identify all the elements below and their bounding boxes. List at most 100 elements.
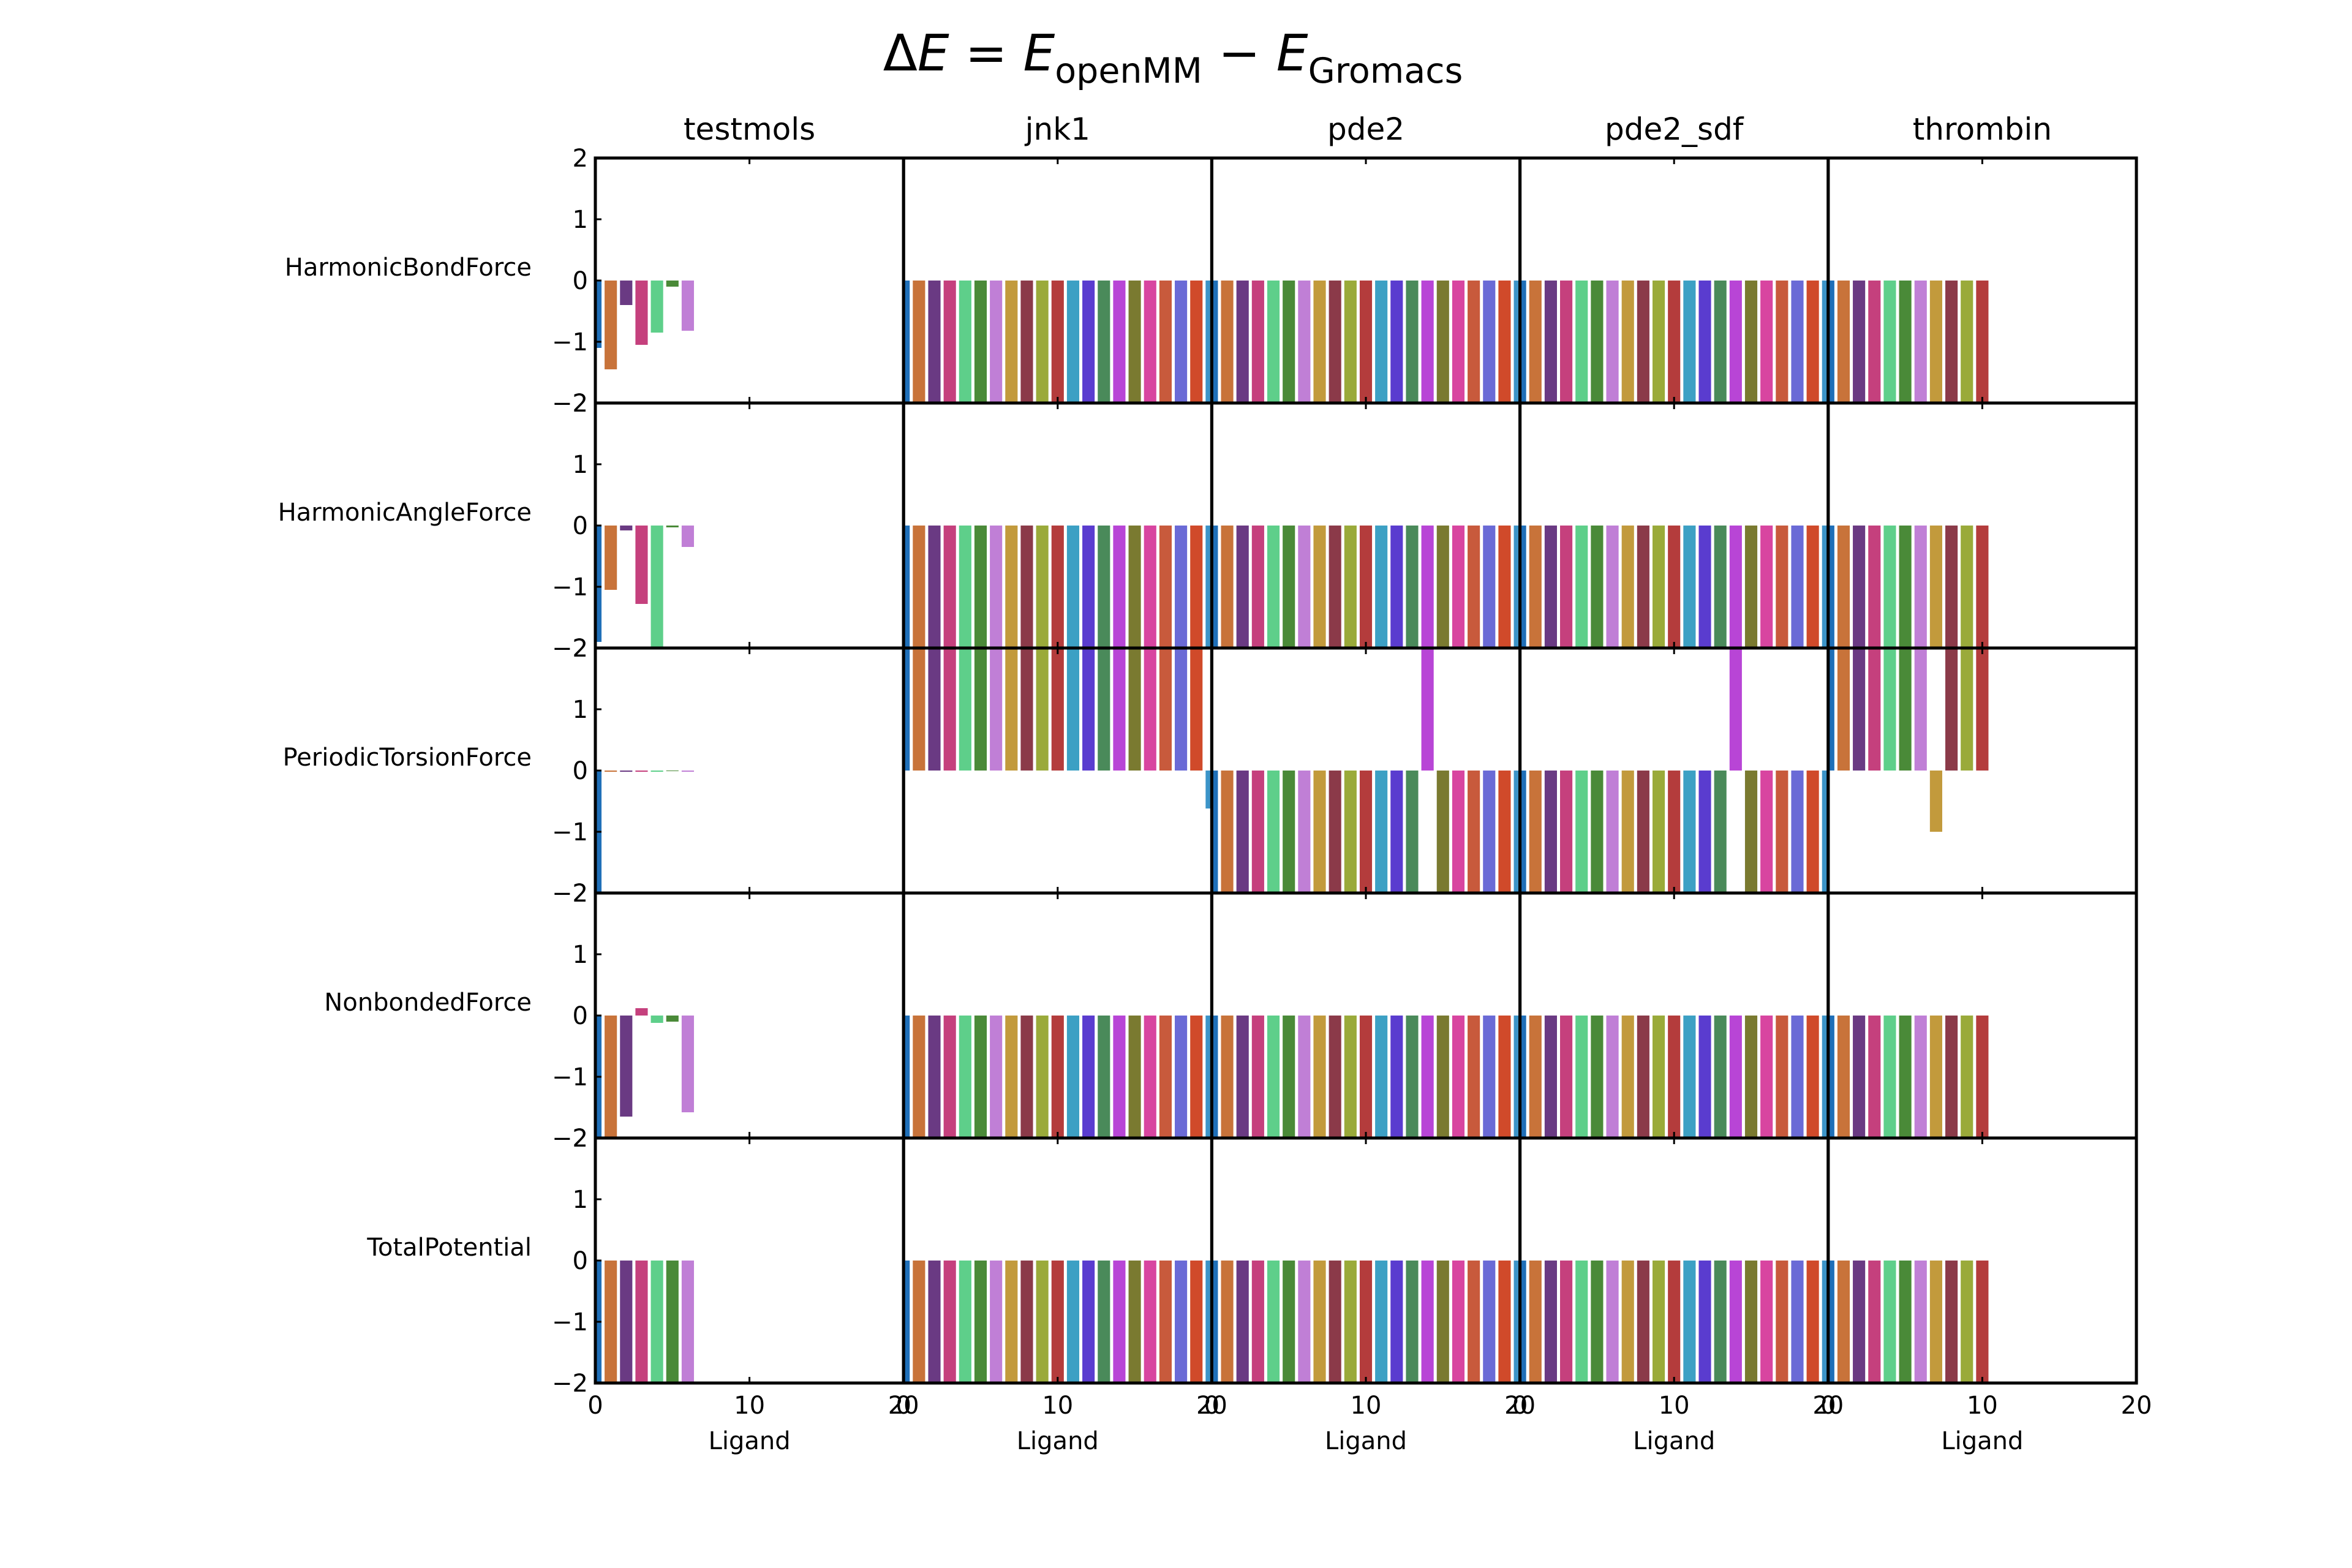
bar-jnk1-3 <box>943 1261 956 1383</box>
bar-jnk1-6 <box>990 281 1003 403</box>
bar-jnk1-18 <box>1175 1261 1188 1383</box>
bar-jnk1-5 <box>974 1016 987 1138</box>
y-tick-label: −2 <box>552 635 588 663</box>
figure-title: ΔE = EopenMM − EGromacs <box>883 24 1463 91</box>
bar-pde2-17 <box>1468 526 1480 648</box>
bar-pde2_sdf-1 <box>1529 281 1542 403</box>
bar-testmols-6 <box>681 281 695 331</box>
bar-pde2-13 <box>1406 281 1419 403</box>
bar-pde2-8 <box>1329 281 1341 403</box>
bar-pde2-17 <box>1468 1016 1480 1138</box>
bar-pde2_sdf-3 <box>1560 1261 1573 1383</box>
bar-pde2-1 <box>1221 281 1234 403</box>
bar-pde2-8 <box>1329 1016 1341 1138</box>
x-tick-label: 20 <box>1812 1392 1844 1420</box>
bar-jnk1-7 <box>1005 648 1018 771</box>
bar-thrombin-10 <box>1976 1261 1989 1383</box>
bar-pde2_sdf-9 <box>1652 281 1665 403</box>
bar-pde2_sdf-20 <box>1822 771 1828 893</box>
bar-pde2-7 <box>1313 771 1326 893</box>
row-label-HarmonicAngleForce: HarmonicAngleForce <box>278 499 532 527</box>
bar-jnk1-14 <box>1113 1261 1126 1383</box>
bar-testmols-5 <box>666 1016 679 1022</box>
bar-jnk1-18 <box>1175 281 1188 403</box>
bar-pde2_sdf-20 <box>1822 526 1828 648</box>
column-title-jnk1: jnk1 <box>1025 111 1090 147</box>
bar-jnk1-8 <box>1020 526 1033 648</box>
bar-testmols-3 <box>635 281 648 345</box>
bar-jnk1-12 <box>1082 1261 1095 1383</box>
panel-grid: testmols jnk1 pde2 pde2_sdf thrombin Harmonic… <box>278 111 2152 1455</box>
panel-TotalPotential-pde2_sdf: 0 10 20 Ligand <box>1512 1136 1844 1455</box>
column-title-pde2: pde2 <box>1327 111 1404 147</box>
bar-jnk1-7 <box>1005 1016 1018 1138</box>
bar-group <box>595 1008 695 1138</box>
bar-pde2-15 <box>1436 1016 1449 1138</box>
bar-thrombin-0 <box>1828 648 1834 771</box>
bar-testmols-4 <box>650 1261 663 1383</box>
y-tick-label: 2 <box>573 1125 588 1153</box>
bar-testmols-3 <box>635 771 648 772</box>
bar-jnk1-1 <box>913 526 925 648</box>
bar-pde2-4 <box>1267 771 1280 893</box>
bar-pde2-18 <box>1483 281 1496 403</box>
panel-HarmonicBondForce-testmols: −2 −1 0 1 2 <box>552 145 905 418</box>
y-tick-label: 1 <box>573 451 588 479</box>
bar-pde2-16 <box>1452 281 1465 403</box>
bar-pde2_sdf-14 <box>1729 648 1742 771</box>
bar-pde2-0 <box>1212 281 1218 403</box>
bar-pde2_sdf-18 <box>1791 771 1804 893</box>
bar-pde2-7 <box>1313 281 1326 403</box>
bar-thrombin-10 <box>1976 648 1989 771</box>
bar-pde2_sdf-3 <box>1560 1016 1573 1138</box>
bar-pde2_sdf-0 <box>1520 526 1526 648</box>
bar-pde2-17 <box>1468 1261 1480 1383</box>
panel-HarmonicBondForce-pde2 <box>1210 156 1522 405</box>
bar-group <box>903 281 1212 403</box>
bar-pde2-14 <box>1421 281 1434 403</box>
panel-NonbondedForce-pde2_sdf <box>1518 891 1830 1140</box>
bar-thrombin-6 <box>1914 281 1927 403</box>
bar-testmols-1 <box>605 526 617 590</box>
bar-jnk1-0 <box>903 1261 910 1383</box>
bar-pde2_sdf-19 <box>1806 281 1819 403</box>
bar-group <box>1828 1261 1989 1383</box>
row-label-NonbondedForce: NonbondedForce <box>324 989 532 1017</box>
bar-thrombin-0 <box>1828 281 1834 403</box>
y-tick-label: 0 <box>573 757 588 785</box>
bar-testmols-5 <box>666 281 679 287</box>
bar-pde2-13 <box>1406 771 1419 893</box>
bar-pde2-20 <box>1513 771 1520 893</box>
bar-jnk1-10 <box>1051 281 1064 403</box>
bar-jnk1-3 <box>943 281 956 403</box>
bar-pde2_sdf-14 <box>1729 1261 1742 1383</box>
bar-pde2-18 <box>1483 771 1496 893</box>
panel-HarmonicAngleForce-pde2 <box>1210 401 1522 650</box>
bar-pde2_sdf-8 <box>1637 281 1649 403</box>
bar-pde2-5 <box>1283 1016 1295 1138</box>
bar-pde2_sdf-3 <box>1560 526 1573 648</box>
bar-thrombin-9 <box>1961 281 1973 403</box>
bar-pde2_sdf-2 <box>1544 771 1557 893</box>
bar-pde2-1 <box>1221 526 1234 648</box>
bar-jnk1-0 <box>903 281 910 403</box>
bar-testmols-6 <box>681 1016 695 1112</box>
title-e2: E <box>1023 24 1055 83</box>
bar-pde2-10 <box>1359 1261 1373 1383</box>
column-title-thrombin: thrombin <box>1913 111 2052 147</box>
bar-thrombin-4 <box>1883 526 1896 648</box>
bar-pde2_sdf-12 <box>1698 771 1711 893</box>
bar-pde2-11 <box>1375 771 1388 893</box>
bar-jnk1-20 <box>1205 281 1212 403</box>
bar-jnk1-4 <box>959 648 971 771</box>
bar-pde2_sdf-13 <box>1714 771 1727 893</box>
bar-jnk1-3 <box>943 526 956 648</box>
bar-pde2-9 <box>1344 526 1357 648</box>
bar-thrombin-2 <box>1853 526 1866 648</box>
bar-thrombin-2 <box>1853 1016 1866 1138</box>
bar-jnk1-6 <box>990 1261 1003 1383</box>
bar-jnk1-4 <box>959 526 971 648</box>
bar-pde2_sdf-18 <box>1791 281 1804 403</box>
bar-pde2_sdf-19 <box>1806 771 1819 893</box>
y-tick-label: 1 <box>573 206 588 234</box>
